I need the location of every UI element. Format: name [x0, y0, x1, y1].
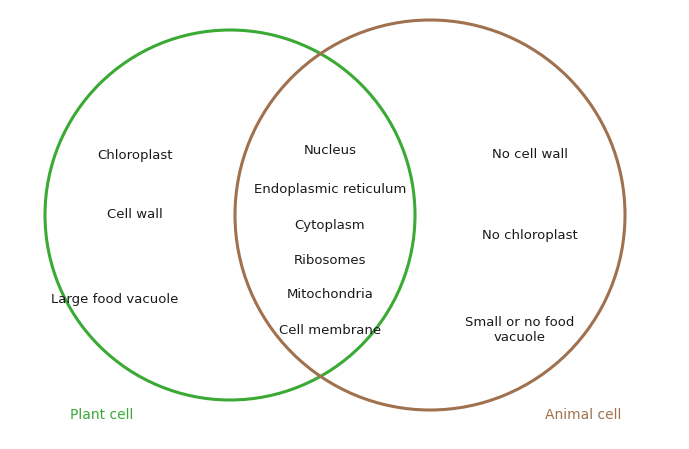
Text: Endoplasmic reticulum: Endoplasmic reticulum [254, 184, 407, 197]
Text: Ribosomes: Ribosomes [294, 254, 367, 267]
Text: Cytoplasm: Cytoplasm [295, 219, 365, 232]
Text: Plant cell: Plant cell [70, 408, 134, 422]
Text: Cell wall: Cell wall [107, 208, 163, 221]
Text: No chloroplast: No chloroplast [482, 229, 578, 242]
Text: Mitochondria: Mitochondria [287, 289, 373, 301]
Text: No cell wall: No cell wall [492, 149, 568, 162]
Text: Cell membrane: Cell membrane [279, 323, 381, 336]
Text: Large food vacuole: Large food vacuole [51, 294, 178, 307]
Text: Small or no food
vacuole: Small or no food vacuole [465, 316, 575, 344]
Text: Animal cell: Animal cell [545, 408, 621, 422]
Text: Nucleus: Nucleus [303, 144, 356, 157]
Text: Chloroplast: Chloroplast [97, 149, 173, 162]
